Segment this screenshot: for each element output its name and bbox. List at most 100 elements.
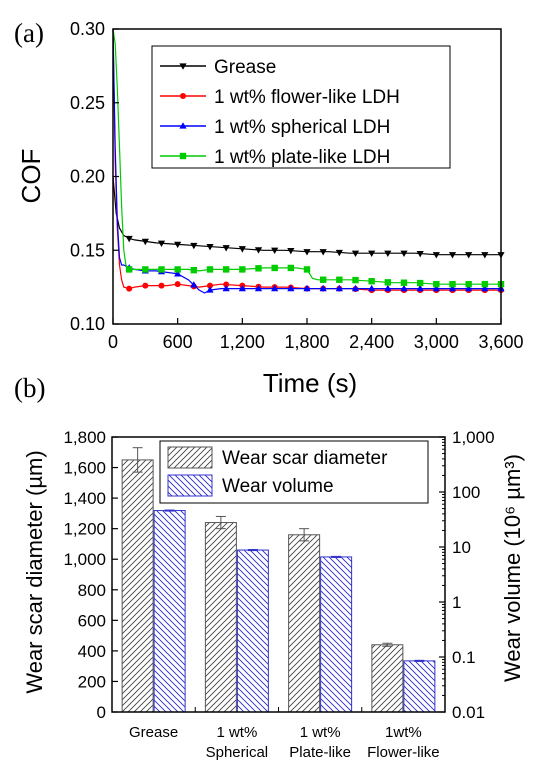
cof-series-marker-0 [400,250,408,257]
cof-series-marker-2 [319,284,327,292]
cof-series-marker-0 [206,243,214,251]
cof-legend: Grease 1 wt% flower-like LDH 1 wt% spheric… [151,45,451,169]
cof-series-marker-0 [125,235,133,243]
wear-right-y-axis-label: Wear volume (10⁶ µm³) [500,454,525,682]
cof-x-tick-label: 2,400 [349,332,394,352]
cof-series-marker-3 [190,266,198,274]
cof-series-marker-3 [481,280,489,288]
cof-series-marker-3 [400,279,408,286]
panel-a-label: (a) [14,18,44,48]
wear-category-label: Spherical [206,744,269,761]
wear-left-y-axis-label: Wear scar diameter (µm) [22,450,47,693]
cof-series-marker-0 [303,249,311,256]
cof-series-marker-0 [432,252,440,259]
wear-right-y-tick-label: 1,000 [452,428,495,447]
wear-axes: 0 200 400 600 800 1,000 1,200 1,400 1,600 1,800 0.… [63,428,494,722]
cof-series-marker-2 [368,284,376,292]
wear-category-label: Grease [129,724,178,741]
wear-left-y-tick-label: 1,400 [63,489,106,508]
panel-b-label: (b) [14,373,45,403]
cof-series-marker-2 [254,284,263,292]
cof-series-marker-1 [174,281,181,288]
cof-series-marker-3 [158,266,165,273]
cof-x-tick-label: 3,600 [478,332,523,352]
cof-series-marker-0 [351,250,360,257]
cof-series-marker-0 [287,248,295,255]
cof-series-marker-2 [238,284,246,292]
cof-series-marker-3 [352,276,359,284]
cof-series-marker-0 [416,250,424,258]
cof-y-axis-label: COF [16,149,46,204]
cof-x-tick-label: 0 [108,332,118,352]
wear-left-y-tick-label: 1,800 [63,428,106,447]
cof-series-marker-2 [222,284,230,292]
cof-x-tick-label: 1,800 [284,332,329,352]
cof-series-marker-0 [319,249,327,256]
cof-series-marker-3 [416,279,424,287]
cof-series-marker-3 [303,266,311,273]
cof-series-marker-0 [141,238,149,246]
wear-right-y-tick-label: 1 [452,593,461,612]
cof-series-marker-0 [465,252,473,259]
cof-series-marker-1 [158,282,165,289]
cof-series-marker-0 [335,249,343,257]
cof-x-axis-label: Time (s) [263,368,357,398]
cof-series-marker-3 [142,266,149,273]
cof-series-marker-3 [319,276,327,283]
cof-series-marker-1 [126,285,133,292]
cof-series-marker-2 [335,284,343,292]
cof-series-marker-0 [448,252,457,259]
cof-series-marker-0 [481,252,489,259]
cof-legend-label-1: 1 wt% flower-like LDH [214,87,400,108]
cof-legend-marker-1 [180,93,186,99]
wear-bar-1-1 [236,549,269,713]
cof-y-tick-label: 0.20 [70,167,105,187]
cof-axes: 0 600 1,200 1,800 2,400 3,000 3,600 0.10 0.15 0.2… [70,19,524,352]
cof-y-tick-label: 0.25 [70,93,105,113]
panel-a: (a) 0 600 1,200 1,800 2,400 3,000 3,600 0.10 0.1… [14,18,524,398]
wear-category-labels: Grease 1 wt% Spherical 1 wt% Plate-like 1wt% F… [129,724,440,761]
cof-series-marker-1 [142,282,149,289]
wear-left-y-tick-label: 1,200 [63,520,106,539]
wear-bars-group [121,447,436,713]
cof-series-marker-3 [384,279,392,286]
cof-series-marker-2 [432,284,440,292]
cof-series-marker-3 [433,280,440,288]
wear-category-label: Plate-like [289,744,351,761]
cof-series-marker-2 [481,284,489,292]
wear-category-label: 1wt% [385,724,422,741]
cof-x-tick-label: 600 [163,332,193,352]
cof-series-group [112,28,505,294]
cof-series-marker-2 [206,286,214,293]
cof-series-marker-0 [190,242,198,250]
cof-series-marker-3 [465,280,472,288]
cof-series-marker-3 [222,266,230,273]
cof-series-marker-3 [125,266,133,273]
wear-legend-swatch-1 [167,474,213,497]
cof-series-marker-0 [238,246,246,253]
wear-legend: Wear scar diameter Wear volume [159,440,429,504]
wear-right-y-tick-label: 0.1 [452,648,476,667]
wear-bar-0-3 [371,644,404,713]
cof-series-marker-3 [287,264,295,272]
cof-legend-marker-0 [179,63,187,70]
cof-series-marker-2 [287,284,295,292]
wear-bar-0-1 [204,522,237,713]
cof-series-marker-1 [207,282,213,289]
cof-series-marker-3 [206,266,214,273]
cof-series-marker-2 [190,281,198,288]
cof-series-marker-2 [303,284,311,292]
cof-x-tick-label: 3,000 [414,332,459,352]
cof-series-marker-3 [449,280,456,288]
wear-legend-label-1: Wear volume [222,476,334,497]
cof-series-marker-3 [368,278,375,285]
cof-y-tick-label: 0.10 [70,314,105,334]
cof-series-marker-0 [157,240,166,248]
cof-x-tick-label: 1,200 [220,332,265,352]
wear-bar-1-0 [153,510,186,713]
wear-left-y-tick-label: 200 [78,672,106,691]
wear-category-label: Flower-like [367,744,440,761]
cof-series-marker-2 [384,284,392,292]
wear-category-label: 1 wt% [216,724,257,741]
